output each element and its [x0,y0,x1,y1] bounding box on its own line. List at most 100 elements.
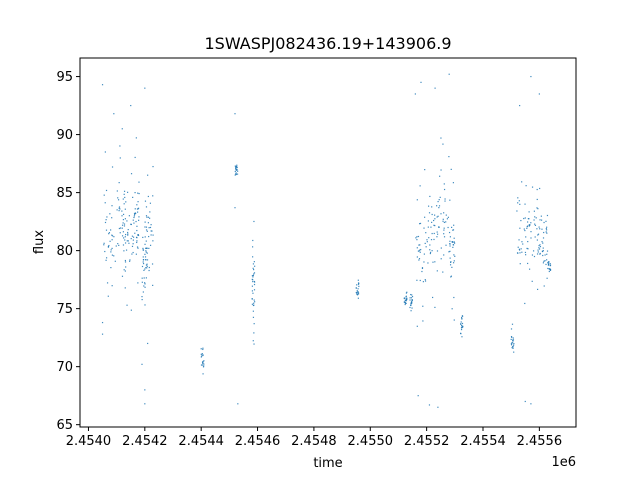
data-point [511,342,513,344]
data-point [532,250,535,252]
data-point [103,244,105,246]
data-point [200,356,202,358]
data-point [119,227,122,229]
data-point [525,236,527,238]
data-point [130,223,132,226]
data-point [150,224,152,226]
data-point [543,260,545,262]
data-point [460,328,463,331]
data-point [131,245,134,248]
data-point [545,220,547,222]
data-point [524,229,526,232]
data-point [544,260,546,262]
data-point [416,279,418,281]
data-point [548,270,550,273]
data-point [416,247,418,249]
data-point [418,259,420,261]
data-point [119,157,121,159]
data-point [404,301,406,304]
data-point [411,301,413,303]
data-point [443,233,445,235]
data-point [108,244,110,247]
data-point [252,276,254,278]
data-point [123,193,125,195]
data-point [124,218,126,220]
data-point [251,285,254,287]
data-point [527,240,529,243]
data-point [428,237,430,239]
data-point [547,267,549,270]
data-point [429,249,431,251]
data-point [546,250,549,252]
data-point [546,232,548,234]
data-point [134,208,136,210]
data-point [512,339,515,341]
data-point [148,235,150,238]
data-point [144,87,146,89]
data-point [236,164,238,166]
data-point [421,267,424,270]
data-point [108,232,111,234]
data-point [524,400,526,403]
data-point [124,236,126,238]
data-point [537,249,539,251]
data-point [148,247,150,249]
data-point [356,293,359,295]
data-point [202,354,204,356]
data-point [200,353,202,355]
data-point [144,253,146,255]
data-point [443,212,445,214]
data-point [202,348,204,351]
data-point [525,185,527,187]
data-point [147,195,149,198]
data-point [235,173,237,176]
data-point [117,197,119,199]
data-point [449,236,452,238]
data-point [104,250,106,253]
data-point [123,203,125,205]
data-point [451,266,453,268]
data-point [410,310,412,312]
data-point [438,205,441,207]
x-axis-label: time [313,456,342,471]
data-point [536,239,538,241]
data-point [134,212,136,214]
data-point [434,224,436,227]
data-point [150,230,152,232]
data-point [122,213,125,215]
data-point [443,188,446,191]
data-point [403,297,406,299]
data-point [450,275,453,277]
data-point [450,261,452,263]
data-point [430,239,433,241]
data-point [547,264,550,266]
data-point [236,166,238,169]
data-point [539,219,541,221]
data-point [538,226,540,228]
data-point [128,242,130,244]
data-point [539,245,542,248]
data-point [437,200,439,203]
data-point [202,366,205,368]
data-point [252,256,254,258]
data-point [141,281,143,283]
data-point [104,202,106,204]
data-point [142,258,145,261]
data-point [526,227,528,229]
data-point [423,261,425,263]
data-point [132,236,135,238]
data-point [525,254,527,256]
data-point [453,260,455,262]
data-point [511,336,513,338]
data-point [404,299,406,301]
data-point [439,175,441,177]
data-point [533,219,535,221]
data-point [146,259,149,261]
data-point [118,207,120,209]
data-point [543,285,545,287]
data-point [444,198,446,200]
data-point [547,262,549,264]
data-point [142,262,145,265]
data-point [405,295,407,297]
data-point [433,232,435,235]
